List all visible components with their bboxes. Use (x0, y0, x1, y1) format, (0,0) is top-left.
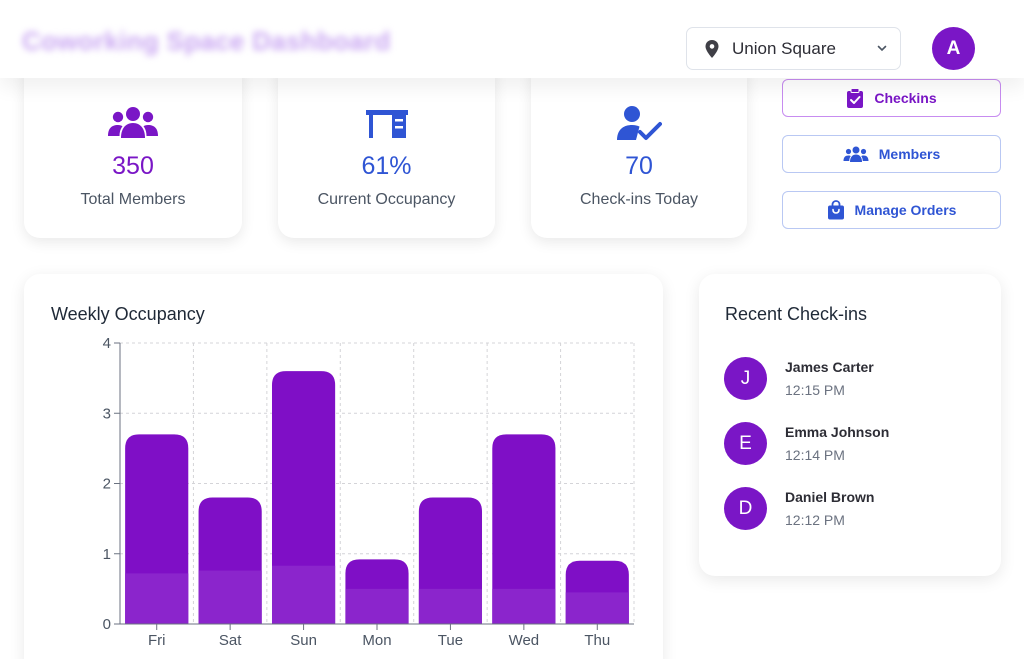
checkin-time: 12:14 PM (785, 447, 845, 463)
x-tick-label: Tue (438, 632, 463, 649)
x-tick-label: Thu (584, 632, 610, 649)
checkins-button-label: Checkins (874, 90, 937, 106)
location-select-value: Union Square (732, 38, 836, 58)
members-button[interactable]: Members (782, 135, 1001, 173)
stat-value: 350 (112, 152, 154, 180)
stat-label: Total Members (80, 191, 186, 208)
avatar: J (724, 357, 767, 400)
x-tick-label: Fri (148, 632, 166, 649)
bar-segment-mon (345, 588, 409, 624)
bar-segment-sun (271, 565, 336, 624)
top-header: Coworking Space Dashboard Union Square A (0, 0, 1024, 78)
x-tick-label: Sun (290, 632, 317, 649)
bar-segment-wed (492, 588, 556, 624)
x-tick-label: Mon (362, 632, 391, 649)
bar-segment-sat (198, 570, 262, 624)
desk-icon (365, 104, 409, 142)
bar-sun (271, 371, 336, 624)
checkins-button[interactable]: Checkins (782, 79, 1001, 117)
list-item[interactable]: J James Carter 12:15 PM (724, 357, 984, 401)
member-name: Daniel Brown (785, 489, 875, 505)
y-tick-label: 2 (103, 476, 111, 493)
recent-checkins-title: Recent Check-ins (725, 304, 868, 324)
list-item[interactable]: E Emma Johnson 12:14 PM (724, 422, 984, 466)
member-name: Emma Johnson (785, 424, 890, 440)
stat-card-current-occupancy: 61% Current Occupancy (278, 60, 495, 238)
chevron-down-icon (877, 45, 887, 52)
stat-value: 61% (361, 152, 412, 180)
stat-value: 70 (625, 152, 653, 180)
stat-card-checkins-today: 70 Check-ins Today (531, 60, 747, 238)
list-item[interactable]: D Daniel Brown 12:12 PM (724, 487, 984, 531)
users-icon (107, 104, 159, 142)
chart-title: Weekly Occupancy (51, 304, 205, 324)
weekly-occupancy-card: Weekly Occupancy 0 1 2 3 4 Fri Sat Sun Mon Tue Wed… (24, 274, 663, 659)
checkin-time: 12:12 PM (785, 512, 845, 528)
y-tick-label: 1 (103, 546, 111, 563)
location-select[interactable]: Union Square (686, 27, 901, 70)
page-title: Coworking Space Dashboard (22, 26, 391, 56)
user-check-icon (616, 104, 662, 142)
stat-label: Current Occupancy (317, 191, 456, 208)
avatar: D (724, 487, 767, 530)
y-tick-label: 4 (103, 335, 111, 352)
manage-orders-button-label: Manage Orders (854, 202, 957, 218)
bar-wed (492, 434, 556, 624)
stat-label: Check-ins Today (580, 191, 698, 208)
avatar: E (724, 422, 767, 465)
clipboard-check-icon (846, 88, 864, 108)
recent-checkins-card: Recent Check-ins J James Carter 12:15 PM… (699, 274, 1001, 576)
stat-card-total-members: 350 Total Members (24, 60, 242, 238)
bar-segment-fri (125, 573, 189, 624)
shopping-bag-icon (827, 200, 845, 220)
y-tick-label: 0 (103, 616, 111, 633)
user-avatar[interactable]: A (932, 27, 975, 70)
checkin-time: 12:15 PM (785, 382, 845, 398)
bar-segment-tue (418, 588, 483, 624)
map-pin-icon (705, 39, 719, 58)
y-tick-label: 3 (103, 405, 111, 422)
x-tick-label: Wed (509, 632, 540, 649)
member-name: James Carter (785, 359, 874, 375)
bar-segment-thu (565, 592, 629, 624)
weekly-occupancy-chart: 0 1 2 3 4 Fri Sat Sun Mon Tue Wed Thu (103, 335, 635, 649)
users-icon (843, 146, 869, 162)
members-button-label: Members (878, 146, 941, 162)
manage-orders-button[interactable]: Manage Orders (782, 191, 1001, 229)
x-tick-label: Sat (219, 632, 242, 649)
